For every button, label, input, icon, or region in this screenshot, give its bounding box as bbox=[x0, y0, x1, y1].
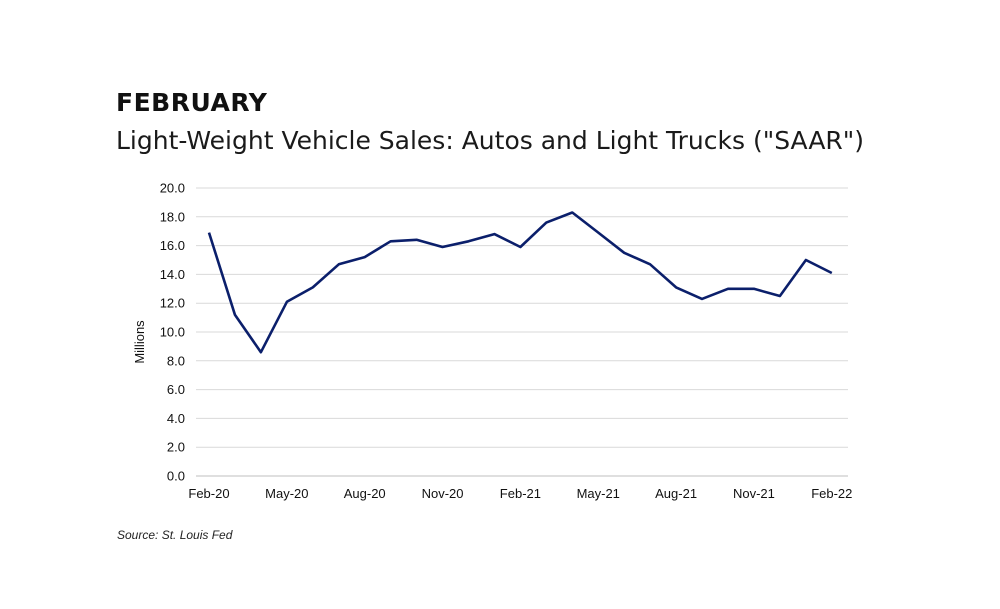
x-tick-label: Nov-20 bbox=[422, 486, 464, 501]
y-tick-label: 8.0 bbox=[167, 353, 185, 368]
x-tick-label: May-21 bbox=[577, 486, 620, 501]
x-tick-label: Feb-22 bbox=[811, 486, 852, 501]
y-tick-label: 12.0 bbox=[160, 296, 185, 311]
chart-heading: FEBRUARY bbox=[116, 88, 268, 117]
x-tick-label: May-20 bbox=[265, 486, 308, 501]
y-axis-ticks: 0.0 2.0 4.0 6.0 8.0 10.0 12.0 14.0 16.0 18.0 20.0 bbox=[160, 181, 185, 484]
y-tick-label: 16.0 bbox=[160, 238, 185, 253]
y-tick-label: 10.0 bbox=[160, 325, 185, 340]
y-tick-label: 4.0 bbox=[167, 411, 185, 426]
y-tick-label: 14.0 bbox=[160, 267, 185, 282]
grid-lines bbox=[196, 187, 848, 448]
y-tick-label: 20.0 bbox=[160, 181, 185, 196]
y-tick-label: 18.0 bbox=[160, 209, 185, 224]
x-axis-ticks: Feb-20 May-20 Aug-20 Nov-20 Feb-21 May-21 Aug-… bbox=[188, 486, 852, 501]
source-note: Source: St. Louis Fed bbox=[117, 528, 233, 542]
y-axis-label: Millions bbox=[132, 320, 147, 364]
y-tick-label: 6.0 bbox=[167, 382, 185, 397]
x-tick-label: Aug-21 bbox=[655, 486, 697, 501]
x-tick-label: Feb-20 bbox=[188, 486, 229, 501]
x-tick-label: Nov-21 bbox=[733, 486, 775, 501]
y-tick-label: 0.0 bbox=[167, 469, 185, 484]
series-line bbox=[207, 211, 833, 354]
x-tick-label: Aug-20 bbox=[344, 486, 386, 501]
chart-title: Light-Weight Vehicle Sales: Autos and Li… bbox=[116, 126, 865, 155]
y-tick-label: 2.0 bbox=[167, 440, 185, 455]
x-tick-label: Feb-21 bbox=[500, 486, 541, 501]
